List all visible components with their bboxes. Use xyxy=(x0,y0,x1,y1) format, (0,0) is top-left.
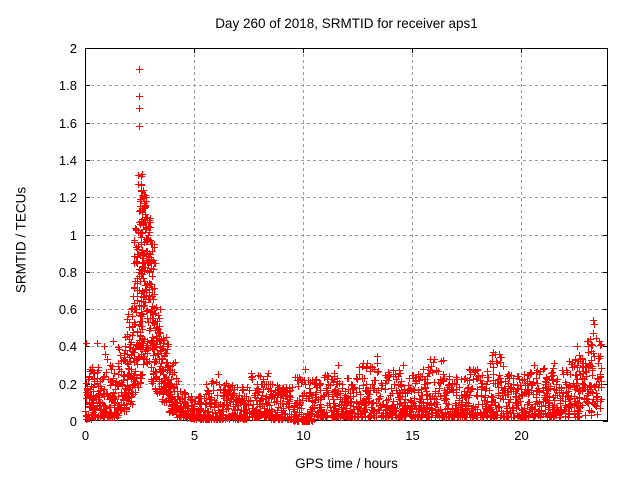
x-tick-label: 10 xyxy=(296,428,310,443)
plot-border xyxy=(85,48,608,421)
y-tick-label: 1.8 xyxy=(59,78,77,93)
x-tick-label: 15 xyxy=(405,428,419,443)
y-tick-label: 0.2 xyxy=(59,377,77,392)
x-tick-label: 0 xyxy=(82,428,89,443)
chart-title: Day 260 of 2018, SRMTID for receiver aps… xyxy=(215,16,478,31)
y-tick-label: 2 xyxy=(70,41,77,56)
y-tick-label: 1.2 xyxy=(59,190,77,205)
y-tick-label: 0 xyxy=(70,414,77,429)
x-tick-label: 5 xyxy=(191,428,198,443)
tick-labels: 00.20.40.60.811.21.41.61.820 5 10 15 20 xyxy=(59,41,529,443)
x-tick-label: 20 xyxy=(514,428,528,443)
tick-marks xyxy=(85,48,608,422)
scatter-points xyxy=(82,66,605,425)
y-tick-label: 1.4 xyxy=(59,153,77,168)
grid-lines xyxy=(85,48,608,421)
y-tick-label: 0.8 xyxy=(59,265,77,280)
y-tick-label: 0.4 xyxy=(59,339,77,354)
y-tick-label: 0.6 xyxy=(59,302,77,317)
y-tick-label: 1 xyxy=(70,228,77,243)
x-axis-label: GPS time / hours xyxy=(295,456,398,471)
y-tick-label: 1.6 xyxy=(59,116,77,131)
